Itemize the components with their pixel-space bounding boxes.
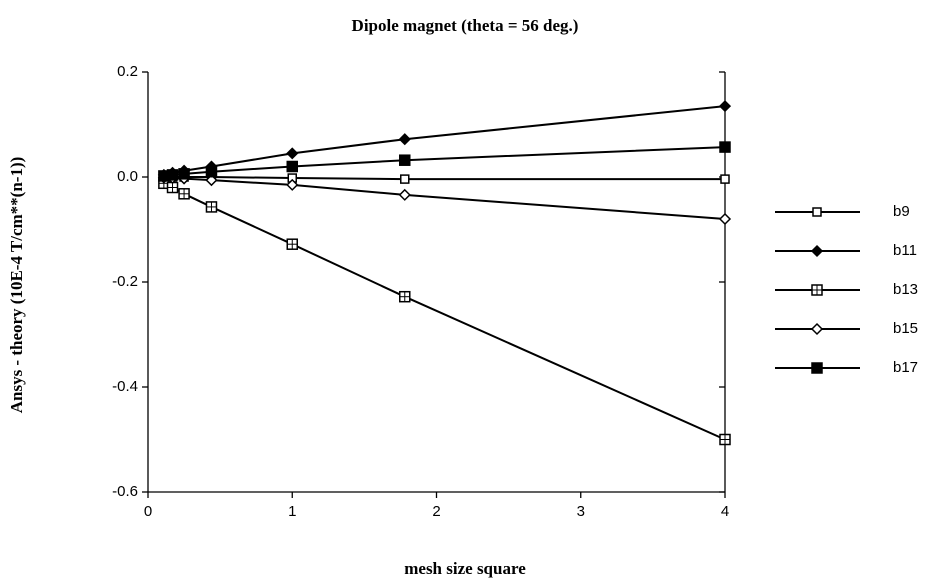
- series-line: [163, 182, 726, 441]
- marker: [811, 284, 823, 296]
- marker: [718, 212, 732, 226]
- y-axis-label: Ansys - theory (10E-4 T/cm**(n-1)): [7, 157, 26, 414]
- marker: [400, 174, 410, 184]
- x-axis-label: mesh size square: [404, 559, 526, 578]
- marker: [811, 362, 823, 374]
- series-line: [163, 105, 726, 176]
- y-tick-label: -0.2: [112, 273, 138, 290]
- marker: [166, 169, 179, 181]
- marker: [398, 188, 411, 201]
- x-tick-label: 4: [721, 503, 729, 520]
- legend-label: b17: [893, 359, 918, 376]
- legend-label: b13: [893, 281, 918, 298]
- y-tick-label: -0.4: [112, 378, 138, 395]
- y-tick-label: -0.6: [112, 483, 138, 500]
- x-tick-label: 0: [144, 503, 152, 520]
- x-tick-label: 1: [288, 503, 296, 520]
- marker: [178, 188, 190, 200]
- marker: [286, 238, 298, 250]
- marker: [810, 244, 824, 258]
- y-tick-label: 0.0: [117, 168, 138, 185]
- x-tick-label: 2: [432, 503, 440, 520]
- marker: [719, 433, 731, 446]
- y-tick-label: 0.2: [117, 63, 138, 80]
- marker: [398, 133, 411, 146]
- legend-label: b9: [893, 203, 910, 220]
- marker: [286, 178, 299, 191]
- marker: [205, 201, 218, 213]
- marker: [718, 100, 732, 113]
- marker: [286, 147, 299, 160]
- marker: [205, 166, 218, 178]
- series-line: [163, 176, 725, 181]
- marker: [399, 290, 411, 303]
- marker: [720, 174, 730, 184]
- x-tick-label: 3: [577, 503, 585, 520]
- legend-label: b15: [893, 320, 918, 337]
- marker: [178, 168, 190, 180]
- marker: [286, 160, 298, 173]
- marker: [812, 207, 822, 217]
- chart-title: Dipole magnet (theta = 56 deg.): [352, 16, 579, 35]
- marker: [399, 154, 411, 166]
- legend-label: b11: [893, 242, 917, 259]
- marker: [719, 141, 731, 153]
- marker: [810, 322, 824, 336]
- series-line: [163, 176, 726, 220]
- marker: [205, 174, 218, 187]
